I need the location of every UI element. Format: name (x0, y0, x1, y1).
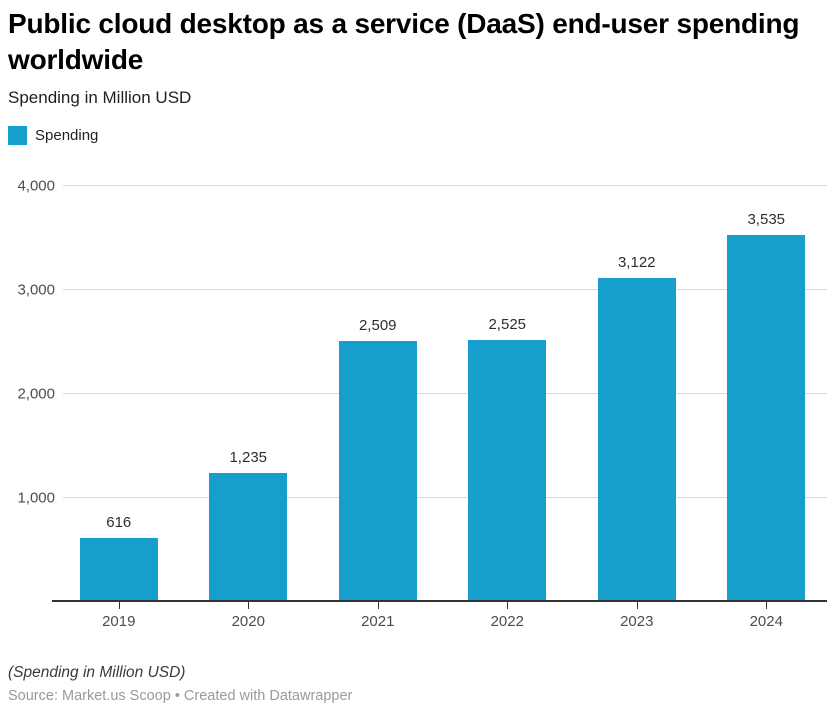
x-axis-label: 2022 (490, 613, 524, 631)
bars-row: 616 2019 1,235 2020 2,509 2021 2,525 2022 3,122 2… (54, 186, 832, 630)
chart-area: 616 2019 1,235 2020 2,509 2021 2,525 2022 3,122 2… (17, 178, 832, 630)
bar-value-label: 2,509 (358, 317, 397, 335)
gridline (63, 289, 827, 291)
x-axis-tick (507, 602, 509, 610)
x-axis-label: 2019 (102, 613, 136, 631)
x-axis-tick (248, 602, 250, 610)
gridline (63, 185, 827, 187)
y-axis-tick-label: 2,000 (17, 385, 55, 403)
bar-column: 3,122 2023 (572, 186, 702, 630)
gridline (63, 496, 827, 498)
bar-2022[interactable] (468, 339, 547, 602)
bar-2023[interactable] (597, 277, 676, 602)
x-axis-tick (766, 602, 768, 610)
legend-swatch-icon (8, 126, 27, 146)
chart-note: (Spending in Million USD) (8, 664, 186, 681)
x-axis-baseline (52, 600, 827, 603)
legend: Spending (8, 126, 831, 146)
x-axis-label: 2024 (749, 613, 783, 631)
bar-2019[interactable] (79, 537, 158, 602)
bar-column: 3,535 2024 (702, 186, 832, 630)
bar-column: 2,525 2022 (443, 186, 573, 630)
y-axis-tick-label: 4,000 (17, 177, 55, 195)
bar-2021[interactable] (338, 341, 417, 602)
x-axis-label: 2021 (361, 613, 395, 631)
bar-value-label: 1,235 (229, 449, 268, 467)
bar-value-label: 3,535 (747, 210, 786, 228)
bar-2024[interactable] (727, 234, 806, 602)
bar-column: 2,509 2021 (313, 186, 443, 630)
chart-subtitle: Spending in Million USD (8, 88, 192, 108)
bar-column: 616 2019 (54, 186, 184, 630)
x-axis-tick (636, 602, 638, 610)
x-axis-label: 2020 (231, 613, 265, 631)
x-axis-label: 2023 (620, 613, 654, 631)
gridline (63, 392, 827, 394)
y-axis-tick-label: 1,000 (17, 489, 55, 507)
chart-footer: (Spending in Million USD) Source: Market… (8, 663, 352, 706)
y-axis-tick-label: 3,000 (17, 281, 55, 299)
page-title: Public cloud desktop as a service (DaaS)… (8, 8, 800, 76)
bar-value-label: 2,525 (488, 315, 527, 333)
bar-value-label: 3,122 (617, 253, 656, 271)
bar-column: 1,235 2020 (184, 186, 314, 630)
legend-label: Spending (35, 127, 99, 145)
source-line: Source: Market.us Scoop • Created with D… (8, 688, 353, 705)
plot-area: 616 2019 1,235 2020 2,509 2021 2,525 2022 3,122 2… (17, 178, 832, 630)
bar-value-label: 616 (106, 513, 132, 531)
bar-2020[interactable] (209, 473, 288, 602)
x-axis-tick (118, 602, 120, 610)
x-axis-tick (377, 602, 379, 610)
